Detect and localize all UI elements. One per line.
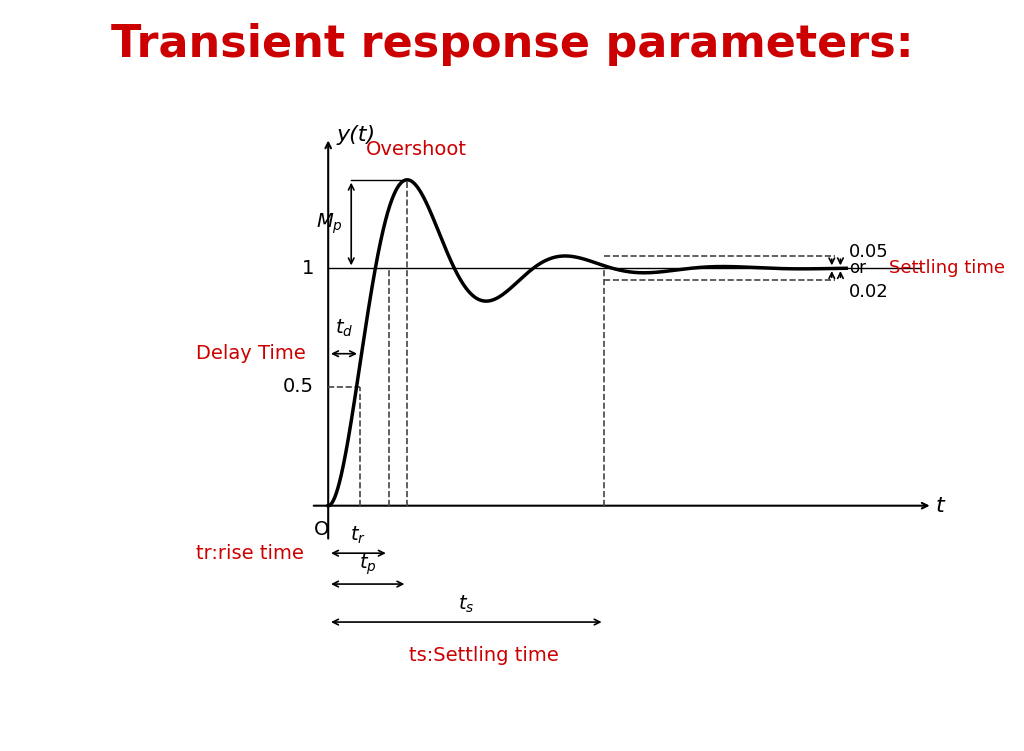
Text: y(t): y(t) — [337, 125, 376, 145]
Text: tr:rise time: tr:rise time — [196, 544, 304, 562]
Text: $t_d$: $t_d$ — [335, 318, 353, 339]
Text: $M_p$: $M_p$ — [316, 212, 343, 237]
Text: Transient response parameters:: Transient response parameters: — [111, 23, 913, 65]
Text: Delay Time: Delay Time — [196, 344, 305, 363]
Text: O: O — [313, 520, 329, 539]
Text: 0.5: 0.5 — [283, 378, 313, 397]
Text: or: or — [849, 259, 866, 277]
Text: t: t — [935, 496, 944, 516]
Text: 0.05: 0.05 — [849, 243, 889, 261]
Text: Overshoot: Overshoot — [366, 140, 467, 159]
Text: $t_r$: $t_r$ — [350, 525, 367, 546]
Text: ts:Settling time: ts:Settling time — [409, 646, 558, 665]
Text: $t_p$: $t_p$ — [358, 553, 377, 577]
Text: 1: 1 — [301, 259, 313, 278]
Text: $t_s$: $t_s$ — [458, 593, 474, 615]
Text: Settling time: Settling time — [890, 259, 1006, 277]
Text: 0.02: 0.02 — [849, 283, 889, 301]
